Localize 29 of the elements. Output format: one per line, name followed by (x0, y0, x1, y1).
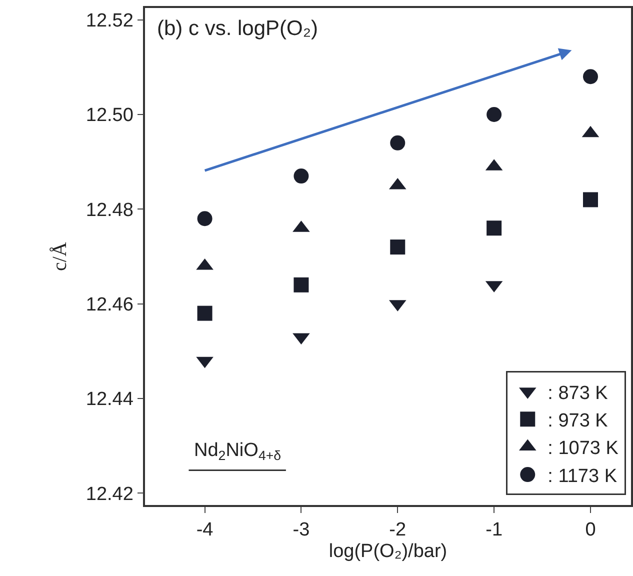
point (390, 240, 406, 255)
x-tick-label: 0 (585, 520, 596, 541)
point (486, 220, 502, 236)
x-tick-label: -2 (389, 520, 406, 541)
chart-title: (b) c vs. logP(O₂) (157, 17, 318, 40)
point (583, 192, 598, 208)
point (486, 107, 502, 122)
legend-label: : 873 K (548, 382, 608, 404)
y-tick-label: 12.46 (86, 294, 134, 316)
point (294, 168, 309, 184)
legend-label: : 973 K (548, 410, 608, 432)
x-tick-label: -4 (196, 520, 214, 541)
y-axis-title: c/Å (48, 242, 71, 271)
x-tick-label: -3 (292, 520, 310, 541)
y-tick-label: 12.48 (86, 200, 134, 221)
x-axis-title: log(P(O₂)/bar) (328, 540, 448, 562)
y-tick-label: 12.44 (86, 389, 134, 410)
point (583, 69, 598, 84)
point (294, 277, 309, 292)
legend-label: : 1173 K (548, 466, 618, 487)
annotation: Nd$_{2}$NiO$_{4+δ}$ (194, 440, 281, 463)
point (390, 135, 406, 150)
y-tick-label: 12.52 (86, 10, 134, 32)
point (197, 306, 212, 321)
x-tick-label: -1 (486, 520, 503, 541)
point (197, 211, 212, 226)
y-tick-label: 12.42 (86, 484, 134, 505)
legend-label: : 1073 K (548, 438, 619, 460)
y-tick-label: 12.50 (86, 105, 134, 126)
